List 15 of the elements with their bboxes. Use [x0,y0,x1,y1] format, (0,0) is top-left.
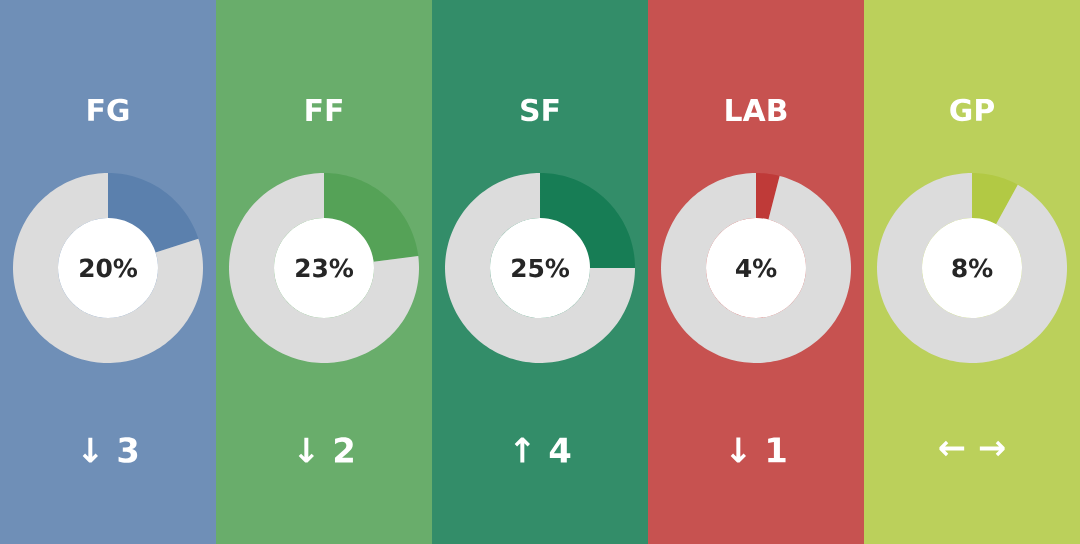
text: 25% [512,258,570,278]
text: ↓ 2 [298,437,353,463]
text: 8% [952,258,993,278]
text: 23% [296,258,354,278]
text: 20% [80,258,138,278]
chart-title: FF [306,99,342,121]
chart-title: SF [521,98,559,122]
chart-title: FG [88,98,129,122]
chart-title: LAB [726,99,787,121]
text: ↑ 4 [514,437,571,463]
text: ← → [939,440,1005,457]
chart-title: GP [950,98,995,122]
text: ↓ 1 [730,437,786,463]
text: 4% [735,258,777,278]
text: ↓ 3 [82,437,138,463]
